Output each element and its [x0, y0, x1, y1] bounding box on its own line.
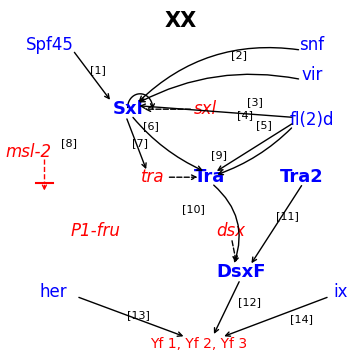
Text: Spf45: Spf45: [26, 36, 74, 54]
Text: vir: vir: [301, 66, 323, 84]
Text: DsxF: DsxF: [216, 263, 266, 281]
Text: her: her: [39, 283, 67, 301]
Text: P1-fru: P1-fru: [71, 222, 121, 240]
Text: fl(2)d: fl(2)d: [290, 111, 334, 129]
Text: ix: ix: [333, 283, 348, 301]
Text: [10]: [10]: [182, 204, 205, 214]
Text: [12]: [12]: [238, 297, 261, 308]
Text: [7]: [7]: [132, 138, 148, 148]
Text: sxl: sxl: [194, 100, 217, 118]
Text: tra: tra: [141, 168, 164, 186]
Text: Tra2: Tra2: [280, 168, 323, 186]
Text: [13]: [13]: [127, 310, 150, 320]
Text: [9]: [9]: [211, 150, 227, 160]
Text: snf: snf: [299, 36, 324, 54]
Text: [2]: [2]: [231, 50, 247, 61]
Text: [3]: [3]: [247, 97, 263, 107]
Text: [6]: [6]: [143, 121, 159, 131]
Text: msl-2: msl-2: [5, 143, 52, 161]
Text: Yf 1, Yf 2, Yf 3: Yf 1, Yf 2, Yf 3: [150, 337, 247, 351]
Text: [1]: [1]: [90, 65, 106, 75]
Text: XX: XX: [165, 11, 197, 31]
Text: [8]: [8]: [61, 138, 77, 148]
Text: dsx: dsx: [216, 222, 245, 240]
Text: [11]: [11]: [276, 212, 299, 222]
Text: [5]: [5]: [256, 120, 272, 130]
Text: Sxl: Sxl: [112, 100, 143, 118]
Text: [14]: [14]: [290, 314, 313, 324]
Text: Tra: Tra: [194, 168, 225, 186]
Text: [4]: [4]: [237, 110, 253, 120]
